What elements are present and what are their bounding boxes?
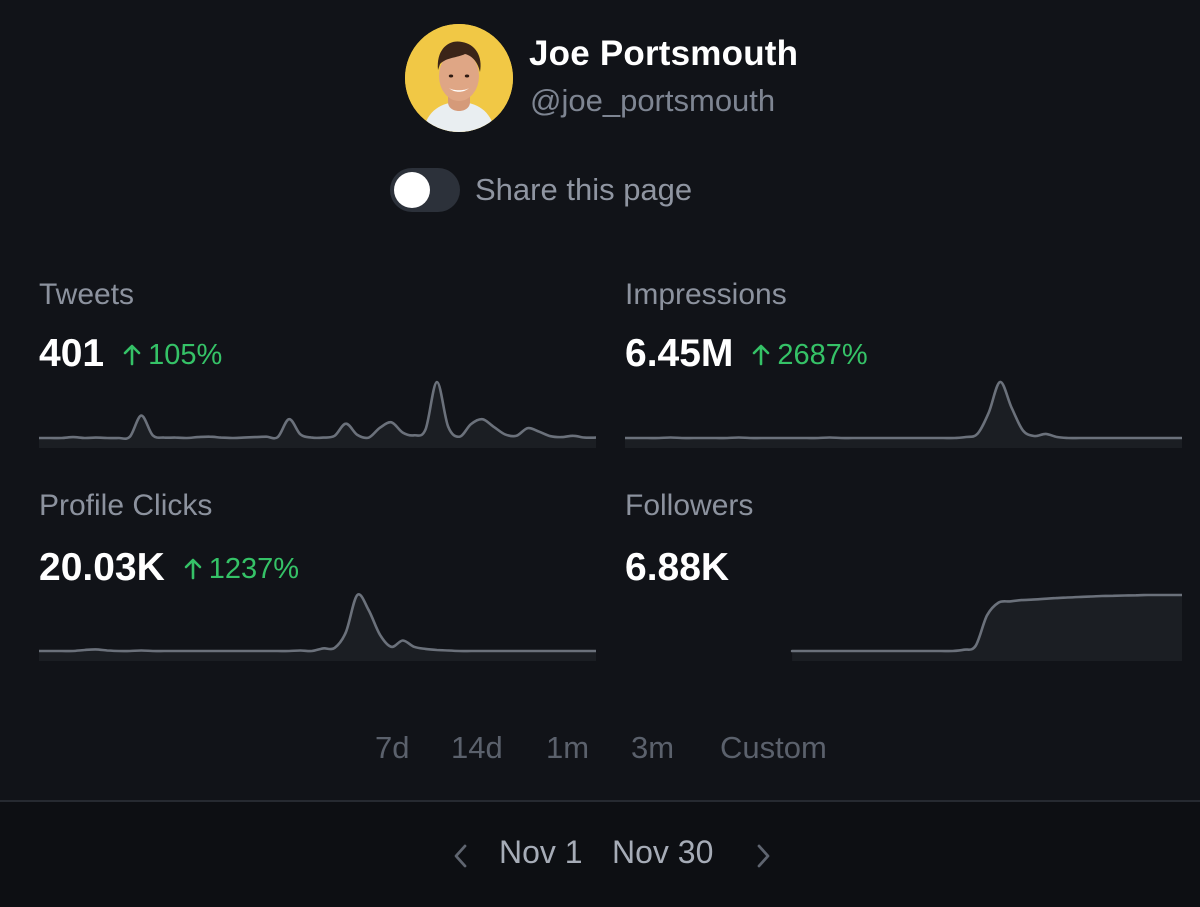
metric-change: 2687% [751,338,868,372]
metric-impressions: Impressions 6.45M 2687% [625,278,1185,478]
metric-change: 105% [122,339,222,372]
metric-value-row: 20.03K 1237% [39,546,299,590]
metric-value-row: 6.88K [625,546,729,590]
profile-name: Joe Portsmouth [529,34,799,73]
arrow-up-icon [184,558,202,580]
sparkline-line [790,593,1182,653]
range-7d[interactable]: 7d [375,730,410,765]
range-3m[interactable]: 3m [631,730,675,765]
metric-value-row: 401 105% [39,332,222,376]
metric-followers: Followers 6.88K [625,489,1185,689]
sparkline-area [625,381,1182,448]
range-custom[interactable]: Custom [720,730,827,765]
range-14d[interactable]: 14d [451,730,503,765]
sparkline-area [39,381,596,448]
divider [0,800,1200,802]
sparkline-area [792,595,1182,661]
date-range-footer: Nov 1 Nov 30 [0,802,1200,907]
tweets-sparkline [39,380,596,448]
profile-header: Joe Portsmouth @joe_portsmouth [405,24,925,132]
arrow-up-icon [753,344,770,366]
range-1m[interactable]: 1m [546,730,590,765]
time-range-selector: 7d 14d 1m 3m Custom [0,730,1200,780]
metric-label: Impressions [625,278,787,311]
metric-tweets: Tweets 401 105% [39,278,599,478]
profile-clicks-sparkline [39,593,596,661]
metric-profile-clicks: Profile Clicks 20.03K 1237% [39,489,599,689]
chevron-left-icon[interactable] [446,838,476,874]
sparkline-area [39,594,596,661]
sparkline-line [625,380,1182,440]
metric-change-value: 105% [148,338,223,371]
metric-value-row: 6.45M 2687% [625,332,868,376]
metric-change-value: 2687% [777,338,868,371]
metric-change: 1237% [183,553,299,586]
sparkline-line [39,593,596,653]
share-toggle[interactable] [390,168,460,212]
metric-label: Profile Clicks [39,489,213,522]
toggle-knob[interactable] [394,172,430,208]
sparkline-line [39,380,596,440]
metric-value: 6.88K [625,546,730,589]
metric-change-value: 1237% [208,552,300,585]
followers-sparkline [790,593,1182,661]
date-end[interactable]: Nov 30 [612,834,714,870]
chevron-right-icon[interactable] [748,838,778,874]
metric-label: Followers [625,489,754,522]
arrow-up-icon [123,344,141,366]
share-label: Share this page [475,172,693,207]
profile-handle: @joe_portsmouth [530,83,776,118]
avatar-image [405,24,513,132]
metric-value: 401 [39,332,105,375]
metric-label: Tweets [39,278,135,311]
avatar [405,24,513,132]
date-start[interactable]: Nov 1 [499,834,583,870]
metric-value: 6.45M [625,332,734,375]
impressions-sparkline [625,380,1182,448]
metric-value: 20.03K [39,546,165,589]
